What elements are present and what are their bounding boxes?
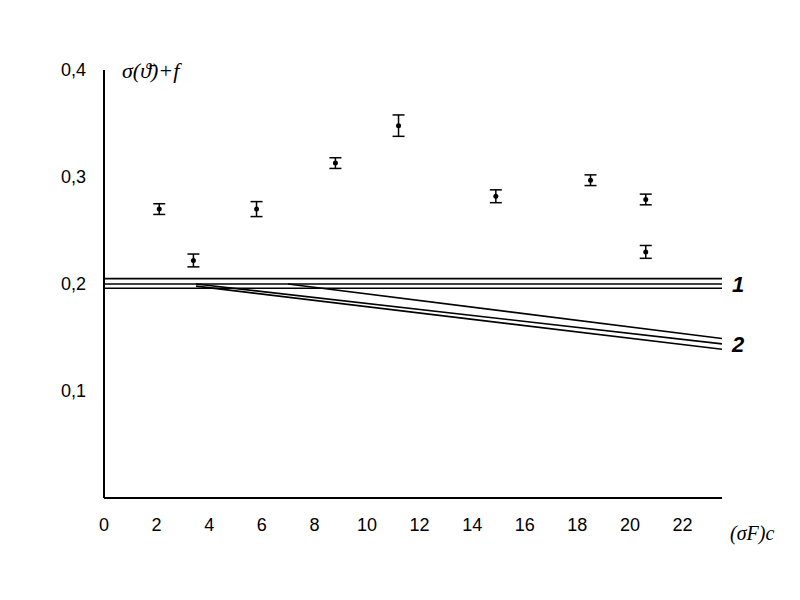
svg-text:18: 18 — [567, 515, 587, 535]
svg-text:6: 6 — [257, 515, 267, 535]
html-text:(σF)c: (σF)c — [730, 522, 775, 544]
svg-text:8: 8 — [309, 515, 319, 535]
html-text:σ(ϑ̄)+f: σ(ϑ̄)+f — [122, 58, 180, 83]
svg-text:14: 14 — [462, 515, 482, 535]
svg-text:0,3: 0,3 — [61, 167, 86, 187]
svg-text:0: 0 — [99, 515, 109, 535]
svg-text:4: 4 — [204, 515, 214, 535]
svg-text:22: 22 — [673, 515, 693, 535]
svg-text:12: 12 — [410, 515, 430, 535]
svg-text:16: 16 — [515, 515, 535, 535]
svg-text:0,4: 0,4 — [61, 60, 86, 80]
svg-text:0,2: 0,2 — [61, 274, 86, 294]
svg-text:2: 2 — [731, 332, 745, 357]
svg-text:20: 20 — [620, 515, 640, 535]
svg-text:1: 1 — [732, 272, 744, 297]
svg-text:2: 2 — [152, 515, 162, 535]
svg-text:0,1: 0,1 — [61, 381, 86, 401]
svg-text:10: 10 — [357, 515, 377, 535]
